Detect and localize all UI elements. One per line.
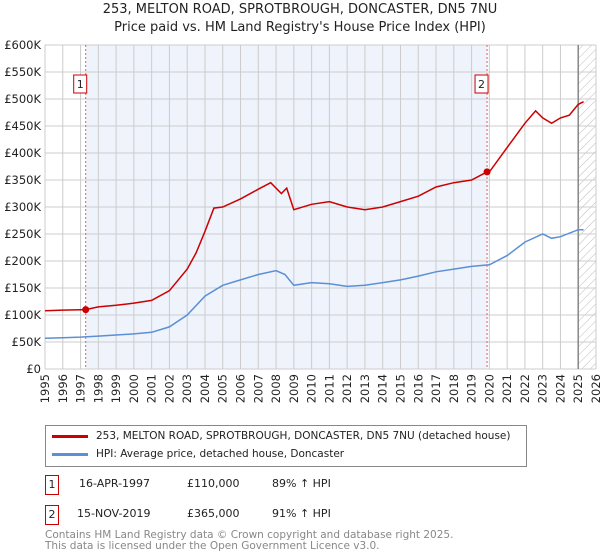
y-tick-label: £200K [4,254,41,268]
price-chart: 1995 1996 1997 1998 1999 2000 2001 2002 2003 2004… [4,38,600,403]
x-tick-label: 2005 [216,374,230,403]
x-tick-label: 1997 [74,374,88,403]
y-tick-label: £100K [4,308,41,322]
x-tick-label: 2014 [376,374,390,403]
sale-marker-label: 2 [478,78,485,91]
x-tick-label: 2018 [447,374,461,403]
x-tick-label: 2016 [411,374,425,403]
x-tick-label: 2003 [180,374,194,403]
transaction-date: 15-NOV-2019 [77,507,151,520]
x-tick-label: 2022 [518,374,532,403]
x-tick-label: 2021 [500,374,514,403]
y-tick-label: £250K [4,227,41,241]
x-tick-label: 2002 [162,374,176,403]
transaction-date: 16-APR-1997 [79,477,151,490]
y-tick-label: £500K [4,92,41,106]
sale-marker-label: 1 [77,78,84,91]
x-tick-label: 2010 [305,374,319,403]
x-tick-label: 2024 [553,374,567,403]
y-tick-label: £450K [4,119,41,133]
x-tick-label: 2017 [429,374,443,403]
sale-point [82,306,90,314]
x-tick-label: 2006 [234,374,248,403]
x-tick-label: 2004 [198,374,212,403]
x-tick-label: 2026 [589,374,600,403]
transaction-price: £365,000 [187,507,240,520]
legend-item-hpi: HPI: Average price, detached house, Donc… [52,448,344,460]
y-tick-label: £300K [4,200,41,214]
x-tick-label: 2011 [322,374,336,403]
x-tick-label: 2001 [145,374,159,403]
chart-title: 253, MELTON ROAD, SPROTBROUGH, DONCASTER… [102,2,498,17]
x-tick-label: 2008 [269,374,283,403]
x-tick-label: 2012 [340,374,354,403]
transaction-badge: 1 [45,475,59,495]
sale-marker-badge [474,74,489,94]
legend-swatch-red [52,434,88,438]
x-tick-label: 2000 [127,374,141,403]
legend-label: 253, MELTON ROAD, SPROTBROUGH, DONCASTER… [96,430,511,442]
y-tick-label: £550K [4,65,41,79]
y-tick-label: £400K [4,146,41,160]
transaction-badge: 2 [45,505,59,525]
footer-copyright: Contains HM Land Registry data © Crown c… [45,529,454,541]
footer-licence: This data is licensed under the Open Gov… [45,540,380,552]
y-tick-label: £350K [4,173,41,187]
x-tick-label: 2013 [358,374,372,403]
transaction-hpi: 91% ↑ HPI [272,507,331,520]
x-tick-label: 2025 [571,374,585,403]
legend: 253, MELTON ROAD, SPROTBROUGH, DONCASTER… [45,425,527,467]
legend-item-property: 253, MELTON ROAD, SPROTBROUGH, DONCASTER… [52,430,510,442]
x-tick-label: 2015 [393,374,407,403]
transaction-hpi: 89% ↑ HPI [272,477,331,490]
x-tick-label: 2007 [251,374,265,403]
property-price-line [44,101,584,312]
x-tick-label: 2019 [465,374,479,403]
sale-marker-badge [73,74,88,94]
x-tick-label: 2009 [287,374,301,403]
x-tick-label: 2023 [536,374,550,403]
hpi-line [44,228,584,339]
y-tick-label: £600K [4,38,41,52]
x-tick-label: 1999 [109,374,123,403]
x-tick-label: 1998 [91,374,105,403]
x-tick-label: 1995 [38,374,52,403]
chart-subtitle: Price paid vs. HM Land Registry's House … [114,20,486,35]
transaction-price: £110,000 [187,477,240,490]
x-tick-label: 1996 [56,374,70,403]
x-tick-label: 2020 [482,374,496,403]
legend-swatch-blue [52,452,88,456]
y-tick-label: £0 [26,362,41,376]
footer: Contains HM Land Registry data © Crown c… [45,530,453,552]
y-tick-label: £50K [12,335,42,349]
sale-point [483,168,491,176]
y-tick-label: £150K [4,281,41,295]
legend-label: HPI: Average price, detached house, Donc… [96,448,345,460]
